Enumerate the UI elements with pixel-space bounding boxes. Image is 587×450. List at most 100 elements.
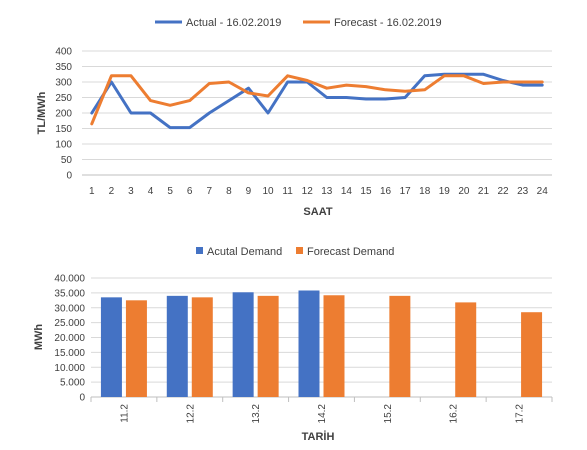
data-point	[129, 112, 132, 115]
x-tick-label: 15.2	[383, 404, 394, 424]
data-point	[325, 96, 328, 99]
x-tick-label: 14	[341, 186, 353, 197]
x-tick-label: 2	[109, 186, 115, 197]
y-tick-label: 350	[55, 62, 72, 73]
data-point	[541, 84, 544, 87]
x-tick-label: 7	[207, 186, 213, 197]
data-point	[364, 98, 367, 101]
x-tick-label: 23	[517, 186, 529, 197]
data-point	[188, 99, 191, 102]
data-point	[404, 90, 407, 93]
data-point	[384, 98, 387, 101]
data-point	[443, 74, 446, 77]
legend-label-actual: Actual - 16.02.2019	[186, 17, 281, 29]
data-point	[502, 81, 505, 84]
line-chart-y-ticks: 0 50 100 150 200 250 300 350 400	[55, 47, 72, 182]
x-tick-label: 13	[321, 186, 333, 197]
x-tick-label: 17.2	[515, 404, 526, 424]
x-tick-label: 16.2	[449, 404, 460, 424]
x-tick-label: 18	[419, 186, 431, 197]
bar-actual-demand	[298, 290, 320, 397]
data-point	[482, 82, 485, 85]
x-tick-label: 5	[167, 186, 173, 197]
data-point	[423, 88, 426, 91]
bar-chart: Acutal Demand Forecast Demand 0 5.000 10.0…	[33, 246, 553, 443]
legend-label-forecast-demand: Forecast Demand	[307, 246, 394, 258]
data-point	[462, 74, 465, 77]
data-point	[521, 84, 524, 87]
x-tick-label: 11.2	[119, 404, 130, 423]
data-point	[541, 81, 544, 84]
data-point	[90, 122, 93, 125]
data-point	[149, 99, 152, 102]
data-point	[306, 79, 309, 82]
y-tick-label: 35.000	[54, 288, 85, 299]
x-tick-label: 4	[148, 186, 154, 197]
y-tick-label: 15.000	[54, 348, 85, 359]
bar-forecast-demand	[521, 312, 543, 397]
bar-actual-demand	[232, 292, 254, 397]
data-point	[325, 87, 328, 90]
x-tick-label: 16	[380, 186, 392, 197]
x-tick-label: 13.2	[251, 404, 262, 424]
line-chart-series	[90, 72, 544, 130]
data-point	[521, 81, 524, 84]
bar-forecast-demand	[257, 295, 279, 397]
y-tick-label: 40.000	[54, 274, 85, 285]
y-tick-label: 5.000	[60, 378, 85, 389]
y-tick-label: 250	[55, 93, 72, 104]
y-tick-label: 30.000	[54, 303, 85, 314]
x-tick-label: 14.2	[317, 404, 328, 424]
bar-actual-demand	[166, 295, 188, 397]
series-line-actual	[90, 72, 544, 130]
data-point	[169, 104, 172, 107]
x-tick-label: 12.2	[185, 404, 196, 424]
y-tick-label: 400	[55, 47, 72, 58]
x-tick-label: 20	[458, 186, 470, 197]
line-chart-y-axis-title: TL/MWh	[36, 91, 48, 134]
data-point	[267, 112, 270, 115]
bar-forecast-demand	[455, 302, 477, 397]
data-point	[208, 112, 211, 115]
y-tick-label: 20.000	[54, 333, 85, 344]
data-point	[345, 84, 348, 87]
legend-label-forecast: Forecast - 16.02.2019	[334, 17, 442, 29]
data-point	[286, 74, 289, 77]
data-point	[384, 88, 387, 91]
data-point	[345, 96, 348, 99]
legend-label-actual-demand: Acutal Demand	[207, 246, 282, 258]
data-point	[129, 74, 132, 77]
bar-forecast-demand	[125, 300, 147, 397]
bar-chart-y-axis-title: MWh	[33, 324, 45, 351]
y-tick-label: 10.000	[54, 363, 85, 374]
data-point	[227, 99, 230, 102]
x-tick-label: 24	[537, 186, 549, 197]
data-point	[482, 73, 485, 76]
x-tick-label: 11	[282, 186, 293, 197]
bar-chart-x-ticks: 11.2 12.2 13.2 14.2 15.2 16.2 17.2	[119, 404, 525, 424]
x-tick-label: 3	[128, 186, 134, 197]
x-tick-label: 19	[439, 186, 451, 197]
line-chart: Actual - 16.02.2019 Forecast - 16.02.201…	[36, 17, 552, 218]
x-tick-label: 12	[302, 186, 314, 197]
x-tick-label: 17	[400, 186, 412, 197]
data-point	[267, 94, 270, 97]
y-tick-label: 25.000	[54, 318, 85, 329]
x-tick-label: 15	[360, 186, 372, 197]
y-tick-label: 150	[55, 124, 72, 135]
legend-swatch-actual-demand	[196, 247, 203, 254]
y-tick-label: 200	[55, 109, 72, 120]
y-tick-label: 300	[55, 78, 72, 89]
x-tick-label: 22	[497, 186, 509, 197]
y-tick-label: 0	[66, 171, 72, 182]
y-tick-label: 100	[55, 140, 72, 151]
data-point	[247, 87, 250, 90]
data-point	[208, 82, 211, 85]
line-chart-x-ticks: 1 2 3 4 5 6 7 8 9 10 11 12 13 14 15 16 17 18 19 20 21 22 23 24	[89, 186, 548, 197]
data-point	[364, 85, 367, 88]
data-point	[247, 91, 250, 94]
data-point	[188, 126, 191, 129]
line-chart-gridlines	[82, 50, 552, 176]
bar-actual-demand	[100, 297, 122, 397]
